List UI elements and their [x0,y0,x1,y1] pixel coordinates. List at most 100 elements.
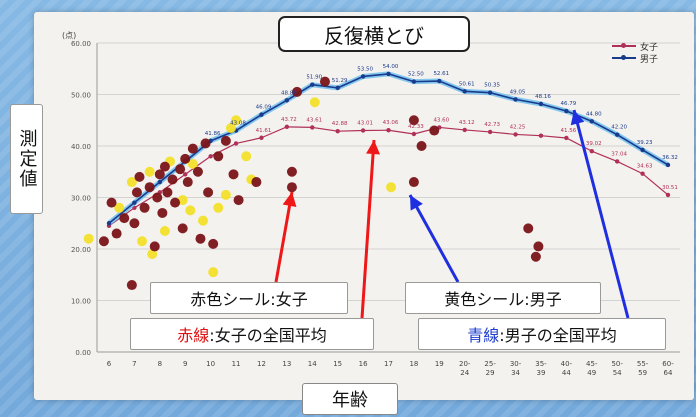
red-line-arrow [360,139,381,319]
data-label-female: 42.25 [510,124,526,130]
scatter-dot-yellow [386,182,397,193]
point-female [335,128,340,134]
yellow-seal-arrow-shaft [408,194,460,283]
scatter-dot-red [144,182,155,193]
scatter-dot-yellow [144,166,155,177]
scatter-dot-yellow [198,215,209,226]
x-tick-label: 50-54 [611,360,623,377]
scatter-dot-red [192,166,203,177]
data-label-female: 43.72 [281,117,297,123]
scatter-dot-red [408,115,419,126]
scatter-dot-red [200,138,211,149]
red-seal-arrow-head [282,192,297,208]
point-male [106,221,112,226]
point-male [310,82,315,87]
scatter-dot-yellow [185,205,196,216]
scatter-dot-yellow [83,233,94,244]
scatter-dot-yellow [220,189,231,200]
point-female [183,172,188,177]
point-female [284,124,290,130]
red-line-annotation: 赤線:女子の全国平均 [130,318,374,350]
point-female [411,131,417,137]
scatter-dot-red [126,280,137,291]
scatter-dot-yellow [114,202,125,213]
data-label-female: 42.33 [408,124,424,130]
data-label-male: 51.90 [306,75,322,81]
scatter-dot-red [416,141,427,151]
data-label-male: 49.05 [510,89,526,95]
data-label-female: 43.01 [357,120,373,126]
red-line-prefix: 赤線 [177,326,210,345]
scatter-dot-red [157,207,168,218]
x-tick-label: 14 [308,360,317,368]
scatter-dot-yellow [208,267,219,278]
scatter-dot-red [134,171,145,182]
scatter-dot-red [429,125,440,136]
data-label-male: 48.88 [281,90,297,96]
point-female [233,141,239,146]
scatter-dot-red [119,213,130,224]
blue-line-arrow-shaft [572,109,630,319]
data-label-male: 54.00 [383,64,399,70]
point-male [437,78,442,84]
y-tick-label: 40.00 [71,143,91,151]
x-axis-label: 年齢 [302,383,398,415]
data-label-male: 36.32 [662,155,678,161]
point-male [564,108,569,114]
scatter-dot-red [286,166,297,177]
data-label-male: 46.09 [256,105,272,111]
point-female [386,128,391,133]
scatter-dot-red [159,161,170,172]
x-tick-label: 16 [359,360,368,368]
data-label-male: 43.08 [230,121,246,127]
legend-swatch-female [612,43,636,48]
x-tick-label: 60-64 [662,360,674,377]
point-male [640,147,645,153]
scatter-dot-red [139,202,150,213]
scatter-dot-yellow [147,249,158,260]
point-male [259,112,264,117]
data-label-female: 42.88 [332,121,348,127]
scatter-dot-red [319,76,330,87]
point-female [589,148,594,154]
scatter-dot-red [129,218,140,229]
scatter-dots [83,76,544,291]
point-female [640,171,645,176]
yellow-seal-arrow [408,194,460,283]
yellow-seal-arrow-head [410,195,423,211]
point-female [614,159,620,164]
data-label-male: 42.20 [611,125,627,131]
point-female [513,132,518,137]
data-label-male: 51.29 [332,78,348,84]
legend-swatch-male [612,55,636,60]
data-label-female: 41.56 [560,128,576,134]
point-male [284,98,290,103]
data-label-male: 52.50 [408,72,424,78]
data-label-female: 43.06 [383,120,399,126]
x-tick-label: 9 [183,360,187,368]
scatter-dot-red [167,174,178,185]
scatter-dot-red [208,238,219,249]
scatter-dot-red [523,223,534,234]
x-tick-label: 55-59 [637,360,649,377]
scatter-dot-red [251,177,262,188]
blue-line-arrow-head [570,110,585,126]
scatter-dot-red [177,223,188,234]
x-tick-label: 19 [435,360,444,368]
red-seal-arrow [274,191,297,283]
y-tick-label: 20.00 [71,246,91,254]
point-male [538,101,544,107]
data-label-male: 39.23 [637,140,653,146]
point-female [487,129,493,135]
blue-line-arrow [570,109,630,319]
data-label-male: 50.61 [459,81,475,87]
yellow-seal-annotation: 黄色シール:男子 [405,282,601,314]
y-tick-label: 50.00 [71,92,91,100]
point-female [538,133,544,138]
data-label-male: 44.80 [586,111,602,117]
red-line-text: :女子の全国平均 [209,326,327,345]
red-seal-arrow-shaft [274,191,294,283]
scatter-dot-red [149,241,160,252]
scatter-dot-red [213,151,224,162]
scatter-dot-red [292,86,303,97]
